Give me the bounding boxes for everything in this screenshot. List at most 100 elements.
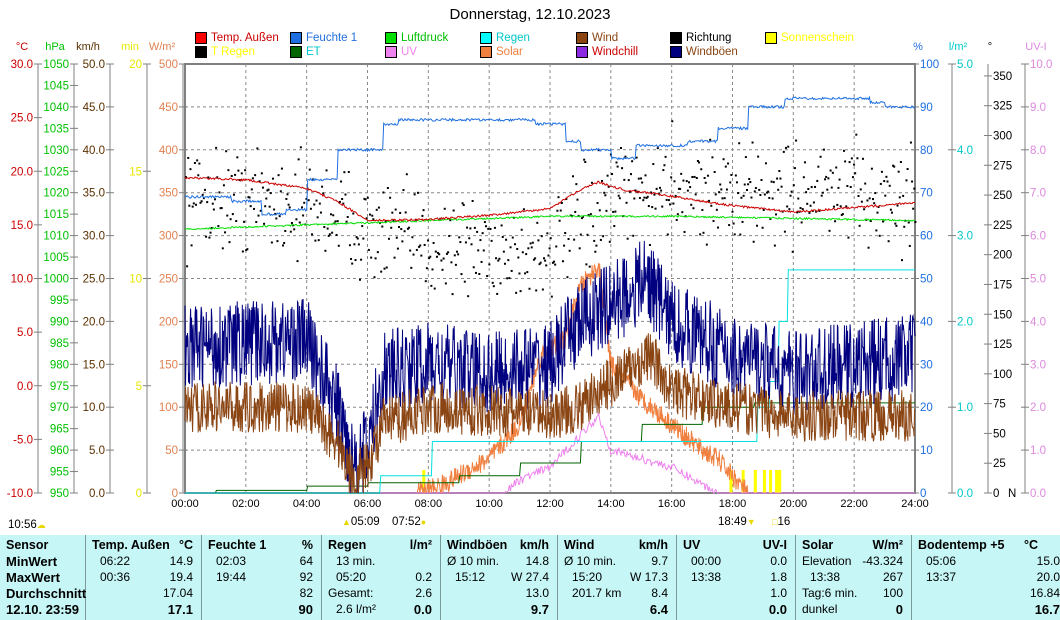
direction-point — [295, 218, 298, 221]
direction-point — [558, 219, 561, 222]
direction-point — [771, 197, 774, 200]
column-header: Feuchte 1 — [208, 538, 267, 552]
direction-point — [722, 158, 725, 161]
direction-point — [263, 222, 266, 225]
direction-point — [224, 231, 227, 234]
direction-point — [561, 260, 564, 263]
direction-point — [541, 288, 544, 291]
direction-point — [907, 221, 910, 224]
axis-tick-label-deg: 0 — [993, 488, 999, 500]
stats-column: UV UV-I 00:00 0.0 13:38 1.8 1.0 0.0 — [677, 535, 796, 620]
axis-tick-label-lm2: 3.0 — [957, 231, 973, 243]
direction-point — [377, 206, 380, 209]
axis-tick-label-hpa: 1050 — [43, 59, 69, 71]
sunshine-bar — [753, 470, 757, 493]
direction-point — [271, 177, 274, 180]
row-value: 82 — [299, 586, 313, 600]
moonphase-icon: □ — [772, 517, 778, 527]
direction-point — [887, 240, 890, 243]
row-value: 6.4 — [649, 602, 668, 617]
column-header: Regen — [328, 538, 367, 552]
direction-point — [760, 179, 763, 182]
direction-point — [687, 181, 690, 184]
direction-point — [317, 239, 320, 242]
direction-point — [674, 194, 677, 197]
axis-tick-label-pct: 50 — [920, 274, 933, 286]
direction-point — [576, 198, 579, 201]
direction-point — [644, 174, 647, 177]
legend-label: Wind — [592, 32, 619, 44]
direction-point — [213, 198, 216, 201]
direction-point — [454, 263, 457, 266]
direction-point — [580, 217, 583, 220]
direction-point — [856, 157, 859, 160]
direction-point — [761, 226, 764, 229]
axis-tick-label-temp: -10.0 — [7, 488, 33, 500]
direction-point — [792, 184, 795, 187]
direction-point — [536, 221, 539, 224]
direction-point — [207, 176, 210, 179]
direction-point — [665, 198, 668, 201]
sunshine-bar — [762, 470, 766, 493]
direction-point — [423, 243, 426, 246]
direction-point — [540, 235, 543, 238]
legend-label: Regen — [496, 32, 530, 44]
direction-point — [353, 243, 356, 246]
direction-point — [478, 272, 481, 275]
direction-point — [693, 175, 696, 178]
direction-point — [508, 277, 511, 280]
axis-tick-label-uv: 8.0 — [1030, 145, 1046, 157]
direction-point — [282, 244, 285, 247]
series-line-wind — [184, 333, 916, 494]
direction-point — [729, 181, 732, 184]
direction-point — [273, 208, 276, 211]
row-value: 90 — [298, 602, 313, 617]
axis-tick-label-hpa: 1025 — [43, 166, 69, 178]
direction-point — [893, 165, 896, 168]
axis-tick-label-min: 15 — [129, 166, 142, 178]
axis-tick-label-temp: 30.0 — [11, 59, 33, 71]
direction-point — [554, 263, 557, 266]
direction-point — [662, 169, 665, 172]
direction-point — [732, 222, 735, 225]
direction-point — [654, 207, 657, 210]
direction-point — [718, 191, 721, 194]
axis-tick-label-kmh: 40.0 — [83, 145, 105, 157]
row-label: 06:22 — [100, 554, 131, 568]
direction-point — [556, 209, 559, 212]
direction-point — [791, 250, 794, 253]
axis-tick-label-hpa: 1035 — [43, 123, 69, 135]
legend-swatch — [670, 32, 682, 44]
direction-point — [503, 262, 506, 265]
axis-tick-label-pct: 20 — [920, 402, 933, 414]
row-label: Ø 10 min. — [447, 554, 500, 568]
direction-point — [242, 220, 245, 223]
direction-point — [425, 267, 428, 270]
direction-point — [363, 197, 366, 200]
direction-point — [849, 185, 852, 188]
direction-point — [719, 183, 722, 186]
axis-tick-label-wm2: 150 — [159, 359, 178, 371]
row-value: 0.2 — [415, 570, 432, 584]
direction-point — [795, 139, 798, 142]
direction-point — [769, 218, 772, 221]
row-label: 02:03 — [216, 554, 247, 568]
direction-point — [288, 206, 291, 209]
direction-point — [392, 219, 395, 222]
direction-point — [268, 205, 271, 208]
direction-point — [421, 214, 424, 217]
direction-point — [346, 216, 349, 219]
direction-point — [808, 211, 811, 214]
direction-point — [474, 271, 477, 274]
direction-point — [749, 181, 752, 184]
direction-point — [776, 177, 779, 180]
direction-point — [543, 257, 546, 260]
series-line-feuchte-1 — [184, 95, 916, 217]
direction-point — [337, 244, 340, 247]
direction-point — [673, 180, 676, 183]
axis-tick-label-deg: 250 — [993, 190, 1012, 202]
direction-point — [703, 177, 706, 180]
row-value: -43.324 — [862, 554, 903, 568]
direction-point — [413, 193, 416, 196]
direction-point — [385, 266, 388, 269]
